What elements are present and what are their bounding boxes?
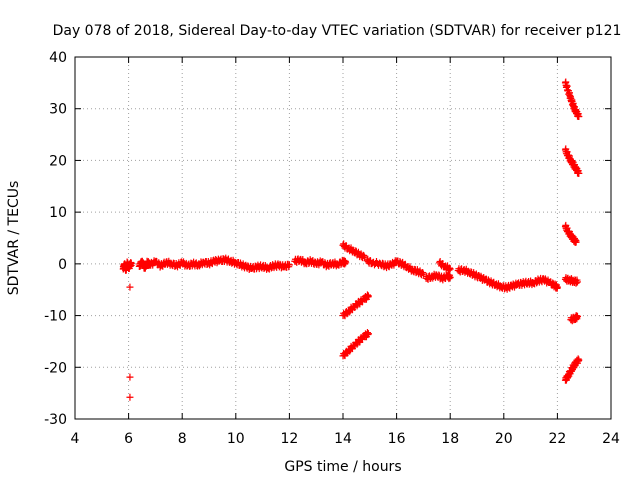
series-outliers-6h: [126, 283, 134, 401]
x-tick-label: 12: [280, 431, 298, 447]
data-point: [575, 356, 583, 364]
series-arc-17h: [422, 270, 454, 284]
data-point: [126, 393, 134, 401]
x-tick-label: 20: [495, 431, 513, 447]
series-arc-22h-e: [567, 312, 581, 325]
data-point: [572, 238, 580, 246]
data-point: [446, 264, 454, 272]
series-arc-low-14h-a: [339, 291, 372, 320]
data-point: [364, 330, 372, 338]
data-point: [419, 269, 427, 277]
data-point: [342, 259, 350, 267]
x-tick-label: 24: [602, 431, 620, 447]
x-tick-label: 16: [388, 431, 406, 447]
series-arc-22h-f: [561, 355, 583, 384]
data-point: [127, 259, 135, 267]
x-tick-label: 10: [227, 431, 245, 447]
y-tick-label: 30: [49, 102, 67, 118]
plot-frame: [74, 56, 612, 420]
x-tick-label: 22: [548, 431, 566, 447]
data-point: [574, 278, 581, 286]
data-point: [446, 265, 454, 273]
series-arc-22h-d: [561, 274, 581, 287]
x-axis-label: GPS time / hours: [284, 459, 401, 475]
y-tick-label: 10: [49, 205, 67, 221]
series-arc-low-14h-b: [339, 329, 372, 360]
data-point: [553, 283, 561, 291]
y-tick-label: -30: [44, 412, 67, 428]
data-point: [126, 373, 134, 381]
axis-ticks: 4 6 8 10 12 14 16 18 20 22 24 -30 -20 -10 0 10 20 30 40: [44, 50, 620, 447]
y-tick-label: -20: [44, 360, 67, 376]
y-axis-label: SDTVAR / TECUs: [6, 181, 22, 296]
x-tick-label: 6: [124, 431, 133, 447]
data-point: [126, 283, 134, 291]
y-tick-label: 40: [49, 50, 67, 66]
series-arc-22h-a: [561, 78, 583, 121]
series-arc-main-1: [119, 258, 135, 274]
x-tick-label: 4: [71, 431, 80, 447]
series-arc-main-2: [135, 254, 293, 273]
series-arc-22h-b: [561, 145, 583, 177]
data-point: [446, 273, 454, 281]
data-points: [119, 78, 583, 401]
y-tick-label: 0: [58, 257, 67, 273]
data-point: [575, 112, 583, 120]
series-arc-main-4: [363, 255, 427, 279]
data-point: [575, 169, 583, 177]
data-point: [574, 313, 581, 321]
x-tick-label: 14: [334, 431, 352, 447]
data-point: [285, 261, 293, 269]
chart-title: Day 078 of 2018, Sidereal Day-to-day VTE…: [53, 23, 622, 39]
data-point: [364, 292, 372, 300]
x-tick-label: 8: [178, 431, 187, 447]
series-arc-high-14h: [339, 240, 368, 262]
grid: [75, 57, 611, 419]
x-tick-label: 18: [441, 431, 459, 447]
series-arc-main-3: [291, 255, 350, 271]
series-arc-main-5: [454, 265, 561, 293]
y-tick-label: -10: [44, 309, 67, 325]
y-tick-label: 20: [49, 153, 67, 169]
data-point: [360, 252, 368, 260]
series-arc-17.5h: [435, 257, 454, 274]
series-arc-22h-c: [561, 221, 580, 246]
